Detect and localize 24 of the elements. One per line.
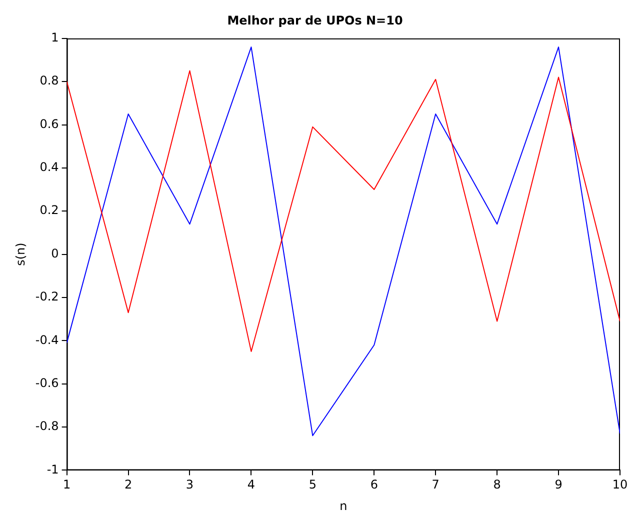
y-tick-label: 0.6 <box>40 116 59 131</box>
x-tick-label: 3 <box>186 478 194 492</box>
y-tick-label: 0 <box>51 246 59 260</box>
y-tick-label: -0.8 <box>35 419 59 434</box>
y-axis-title: s(n) <box>13 242 28 266</box>
y-tick-label: 0.2 <box>40 203 59 218</box>
y-tick-label: 0.4 <box>40 160 59 174</box>
x-axis-title: n <box>340 498 348 513</box>
y-tick-label: -0.2 <box>35 290 59 304</box>
x-tick-label: 1 <box>62 478 71 492</box>
chart-title: Melhor par de UPOs N=10 <box>227 13 403 28</box>
y-tick-label: 0.8 <box>40 74 59 88</box>
y-tick-label: -1 <box>46 462 59 476</box>
x-tick-label: 2 <box>124 478 132 492</box>
x-tick-label: 4 <box>247 478 256 492</box>
y-tick-label: -0.6 <box>35 376 59 390</box>
x-tick-label: 10 <box>612 478 628 492</box>
x-tick-label: 9 <box>554 478 562 492</box>
y-tick-label: -0.4 <box>35 332 59 347</box>
x-tick-label: 7 <box>432 478 440 492</box>
x-tick-label: 8 <box>493 478 501 492</box>
x-tick-label: 6 <box>370 478 378 492</box>
y-tick-label: 1 <box>51 30 59 45</box>
x-tick-label: 5 <box>308 478 316 492</box>
